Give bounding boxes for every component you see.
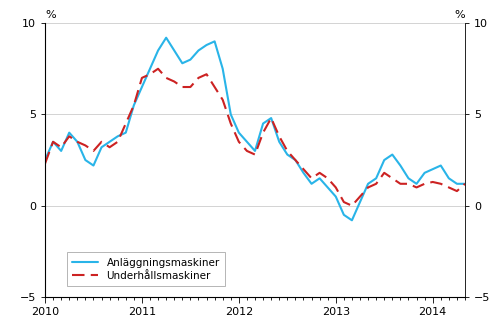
Anläggningsmaskiner	[155, 49, 161, 52]
Anläggningsmaskiner	[300, 171, 306, 175]
Anläggningsmaskiner	[381, 158, 387, 162]
Anläggningsmaskiner	[316, 176, 322, 180]
Line: Underhållsmaskiner: Underhållsmaskiner	[45, 69, 465, 206]
Anläggningsmaskiner	[42, 158, 48, 162]
Underhållsmaskiner	[381, 171, 387, 175]
Line: Anläggningsmaskiner: Anläggningsmaskiner	[45, 38, 465, 220]
Underhållsmaskiner	[324, 176, 330, 180]
Underhållsmaskiner	[42, 162, 48, 166]
Text: %: %	[45, 10, 56, 20]
Underhållsmaskiner	[155, 67, 161, 71]
Underhållsmaskiner	[163, 76, 169, 80]
Text: %: %	[454, 10, 465, 20]
Anläggningsmaskiner	[349, 218, 355, 222]
Anläggningsmaskiner	[163, 36, 169, 40]
Underhållsmaskiner	[462, 182, 468, 186]
Anläggningsmaskiner	[324, 185, 330, 189]
Anläggningsmaskiner	[292, 158, 298, 162]
Underhållsmaskiner	[300, 167, 306, 171]
Underhållsmaskiner	[349, 204, 355, 208]
Underhållsmaskiner	[316, 171, 322, 175]
Anläggningsmaskiner	[462, 182, 468, 186]
Legend: Anläggningsmaskiner, Underhållsmaskiner: Anläggningsmaskiner, Underhållsmaskiner	[67, 252, 225, 286]
Underhållsmaskiner	[292, 158, 298, 162]
